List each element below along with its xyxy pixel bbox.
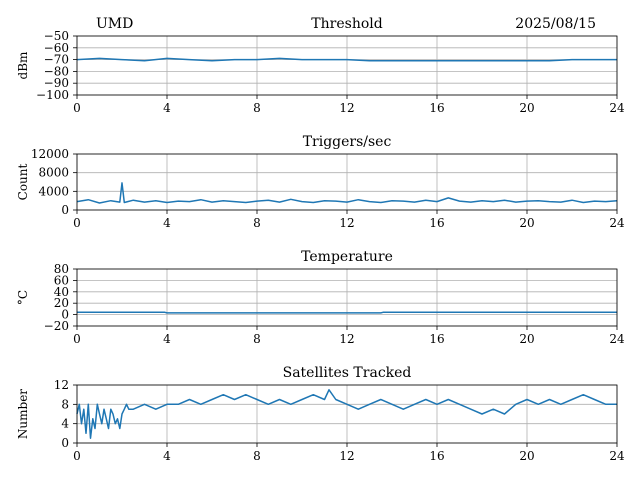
chart-panel-2: 0 4 8 12 16 20 24 0 4000 8000 12000 Triggers/sec Cou…	[16, 134, 625, 230]
x-tick-label: 4	[163, 101, 171, 115]
x-tick-label: 0	[73, 216, 81, 230]
y-tick-label: −20	[44, 319, 69, 333]
site-label: UMD	[96, 16, 133, 32]
y-tick-label: −60	[44, 41, 69, 55]
chart-title: Satellites Tracked	[283, 365, 412, 381]
x-tick-label: 16	[429, 332, 444, 346]
chart-title: Threshold	[311, 16, 382, 32]
x-tick-label: 16	[429, 216, 444, 230]
y-tick-label: −90	[44, 76, 69, 90]
x-tick-label: 4	[163, 449, 171, 463]
y-tick-label: 0	[61, 203, 69, 217]
chart-panel-4: 0 4 8 12 16 20 24 0 4 8 12 Satellites Tracked Number	[16, 365, 625, 463]
x-tick-label: 20	[519, 101, 534, 115]
y-tick-label: −70	[44, 53, 69, 67]
x-tick-label: 16	[429, 449, 444, 463]
y-axis-label: °C	[16, 290, 30, 305]
chart-title: Temperature	[301, 249, 393, 265]
x-tick-label: 12	[339, 449, 354, 463]
x-tick-label: 12	[339, 101, 354, 115]
series-line	[77, 311, 617, 314]
y-tick-label: 40	[54, 285, 69, 299]
y-tick-label: 0	[61, 436, 69, 450]
x-tick-label: 8	[253, 216, 261, 230]
x-tick-label: 8	[253, 101, 261, 115]
x-tick-label: 24	[609, 449, 625, 463]
y-axis-label: dBm	[16, 51, 30, 80]
date-label: 2025/08/15	[515, 16, 596, 32]
y-tick-label: 12	[54, 378, 69, 392]
y-tick-label: 8	[61, 397, 69, 411]
x-tick-label: 4	[163, 332, 171, 346]
y-tick-label: 60	[54, 273, 69, 287]
series-line	[76, 57, 617, 62]
y-tick-label: 4000	[38, 184, 69, 198]
y-tick-label: 12000	[31, 147, 69, 161]
x-tick-label: 12	[339, 332, 354, 346]
y-axis-label: Count	[16, 163, 30, 200]
x-tick-label: 8	[253, 449, 261, 463]
series-line	[76, 182, 618, 204]
x-tick-label: 20	[519, 216, 534, 230]
x-tick-label: 4	[163, 216, 171, 230]
y-tick-label: −80	[44, 64, 69, 78]
y-tick-label: 8000	[38, 166, 69, 180]
x-tick-label: 16	[429, 101, 444, 115]
y-tick-label: −100	[36, 88, 69, 102]
y-tick-label: 80	[54, 262, 69, 276]
x-tick-label: 0	[73, 332, 81, 346]
x-tick-label: 12	[339, 216, 354, 230]
x-tick-label: 20	[519, 332, 534, 346]
y-tick-label: 20	[54, 296, 69, 310]
chart-panels: 0 4 8 12 16 20 24 −100−90−80−70−60−50 Threshold d…	[16, 16, 625, 463]
y-tick-label: 0	[61, 308, 69, 322]
y-axis-label: Number	[16, 389, 30, 439]
chart-panel-1: 0 4 8 12 16 20 24 −100−90−80−70−60−50 Threshold d…	[16, 16, 625, 115]
x-tick-label: 8	[253, 332, 261, 346]
chart-title: Triggers/sec	[303, 134, 392, 150]
y-tick-label: −50	[44, 29, 69, 43]
x-tick-label: 24	[609, 332, 625, 346]
y-tick-label: 4	[61, 417, 69, 431]
x-tick-label: 0	[73, 101, 81, 115]
x-tick-label: 0	[73, 449, 81, 463]
x-tick-label: 24	[609, 101, 625, 115]
series-line	[76, 389, 617, 439]
x-tick-label: 20	[519, 449, 534, 463]
x-tick-label: 24	[609, 216, 625, 230]
